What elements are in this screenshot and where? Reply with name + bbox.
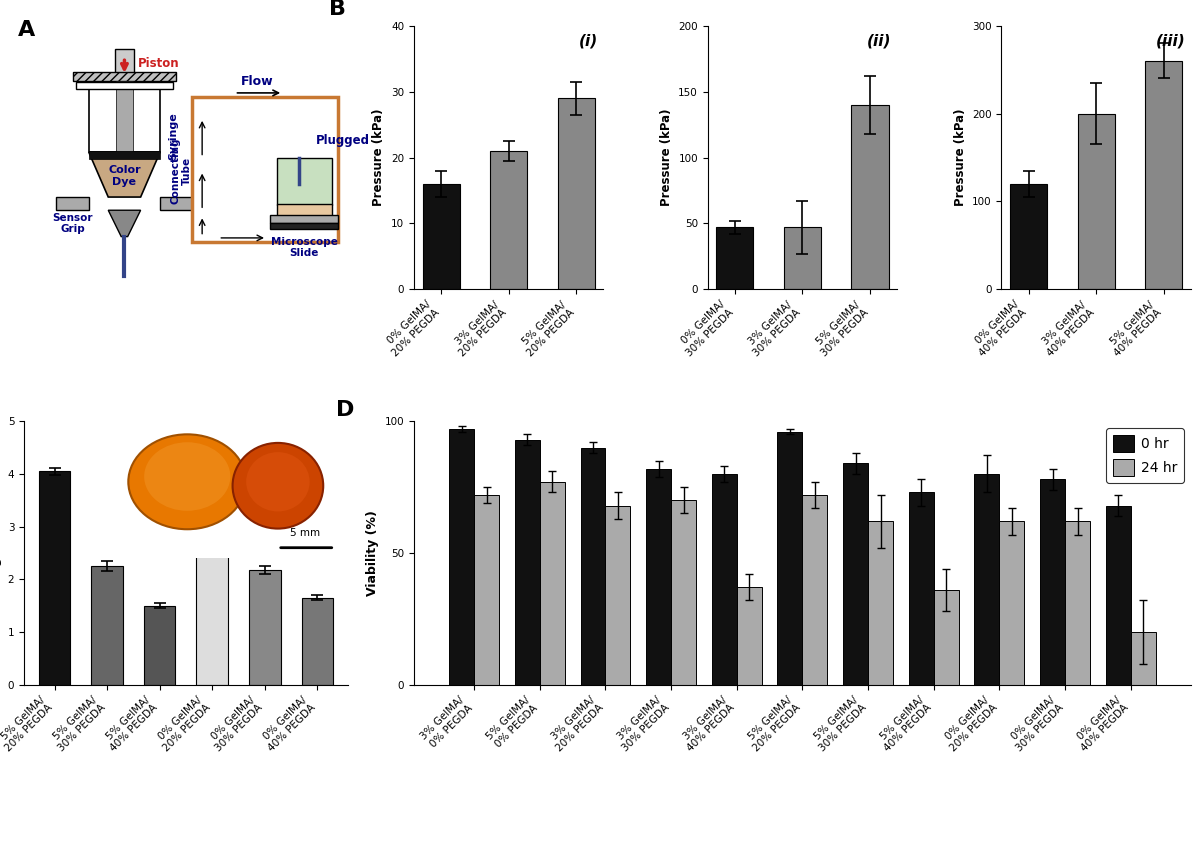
Bar xyxy=(302,597,333,685)
Text: Color
Dye: Color Dye xyxy=(108,165,141,187)
Text: A: A xyxy=(18,21,35,40)
Bar xyxy=(974,474,1000,685)
Text: D: D xyxy=(336,400,355,420)
Polygon shape xyxy=(89,152,160,197)
FancyBboxPatch shape xyxy=(76,82,173,89)
Bar xyxy=(852,104,889,289)
Text: Connecting
Tube: Connecting Tube xyxy=(171,138,192,204)
Bar xyxy=(1011,184,1048,289)
Legend: 0 hr, 24 hr: 0 hr, 24 hr xyxy=(1106,428,1184,483)
Bar xyxy=(581,448,605,685)
Text: B: B xyxy=(328,0,345,20)
Bar xyxy=(777,431,802,685)
FancyBboxPatch shape xyxy=(192,97,338,242)
Y-axis label: Swelling Ratio (Q): Swelling Ratio (Q) xyxy=(0,490,2,616)
Bar xyxy=(843,463,869,685)
Text: Syringe: Syringe xyxy=(168,112,178,160)
FancyBboxPatch shape xyxy=(277,158,332,205)
Bar xyxy=(1106,506,1131,685)
Bar xyxy=(908,492,934,685)
Bar xyxy=(716,228,753,289)
Bar xyxy=(38,472,70,685)
Text: (iii): (iii) xyxy=(1156,33,1185,49)
Bar xyxy=(736,587,761,685)
Text: (ii): (ii) xyxy=(867,33,891,49)
Bar xyxy=(91,566,123,685)
Polygon shape xyxy=(57,197,89,211)
Bar xyxy=(515,440,540,685)
Bar xyxy=(646,468,671,685)
Bar xyxy=(802,495,828,685)
FancyBboxPatch shape xyxy=(89,152,160,159)
Bar xyxy=(558,98,594,289)
FancyBboxPatch shape xyxy=(271,223,338,229)
Text: Plugged: Plugged xyxy=(315,134,369,147)
Bar xyxy=(196,514,229,685)
Text: Sensor
Grip: Sensor Grip xyxy=(53,212,93,235)
FancyBboxPatch shape xyxy=(72,72,176,81)
Bar xyxy=(712,474,736,685)
Bar xyxy=(1000,521,1024,685)
FancyBboxPatch shape xyxy=(277,204,332,216)
Bar xyxy=(1078,114,1115,289)
Bar xyxy=(671,500,697,685)
FancyBboxPatch shape xyxy=(114,50,135,73)
Bar xyxy=(605,506,630,685)
FancyBboxPatch shape xyxy=(117,81,132,152)
Text: Piston: Piston xyxy=(137,57,179,70)
Y-axis label: Viability (%): Viability (%) xyxy=(366,510,379,596)
Polygon shape xyxy=(160,197,192,211)
Text: Microscope
Slide: Microscope Slide xyxy=(271,236,338,259)
Y-axis label: Pressure (kPa): Pressure (kPa) xyxy=(659,109,672,206)
Bar xyxy=(934,590,959,685)
FancyBboxPatch shape xyxy=(271,215,338,223)
Bar xyxy=(1131,632,1156,685)
FancyBboxPatch shape xyxy=(208,107,322,231)
Polygon shape xyxy=(108,211,141,236)
Bar xyxy=(540,482,564,685)
Bar xyxy=(1065,521,1090,685)
Bar xyxy=(249,570,280,685)
Bar xyxy=(784,228,820,289)
Y-axis label: Pressure (kPa): Pressure (kPa) xyxy=(954,109,966,206)
Bar xyxy=(422,184,460,289)
Bar xyxy=(1145,61,1183,289)
Bar xyxy=(449,429,474,685)
Bar xyxy=(869,521,893,685)
Bar xyxy=(1041,479,1065,685)
Bar xyxy=(474,495,499,685)
Text: Flow: Flow xyxy=(241,75,273,88)
Bar xyxy=(490,151,527,289)
Text: (i): (i) xyxy=(579,33,598,49)
Y-axis label: Pressure (kPa): Pressure (kPa) xyxy=(373,109,385,206)
Bar xyxy=(144,606,176,685)
FancyBboxPatch shape xyxy=(89,86,160,152)
